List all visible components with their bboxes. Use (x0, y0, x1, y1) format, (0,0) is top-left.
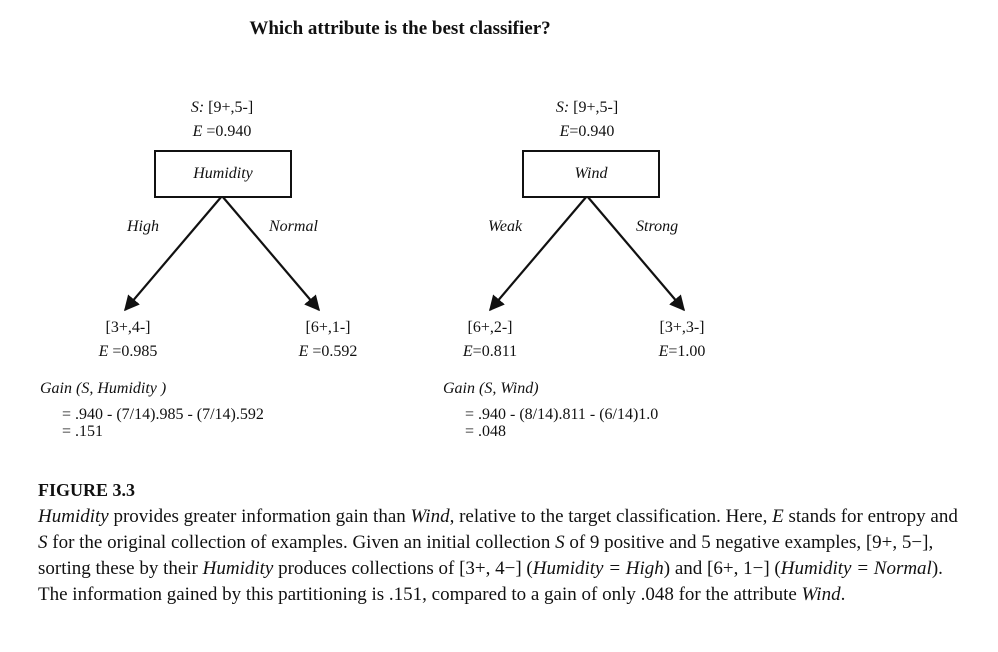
root-set-label: S: (190, 99, 205, 116)
edge-label-normal: Normal (269, 218, 318, 235)
wind-gain-calc: = .940 - (8/14).811 - (6/14)1.0 (465, 406, 659, 423)
leaf-set: [6+,2-] (467, 319, 513, 336)
caption-part: S (555, 532, 565, 553)
figure-label: FIGURE 3.3 (38, 480, 136, 500)
root-set: [9+,5-] (573, 99, 619, 116)
caption-part: Humidity (38, 506, 109, 527)
wind-weak-stats: [6+,2-] E=0.811 (430, 316, 550, 364)
caption-part: stands for entropy and (783, 506, 958, 527)
entropy-label: E (559, 123, 570, 140)
caption-part: , relative to the target classification.… (449, 506, 773, 527)
humidity-gain-result: = .151 (62, 423, 104, 440)
humidity-normal-stats: [6+,1-] E =0.592 (268, 316, 388, 364)
entropy-label: E (192, 123, 203, 140)
edge-label-high: High (127, 218, 159, 235)
caption-part: provides greater information gain than (108, 506, 411, 527)
wind-node: Wind (522, 150, 660, 198)
humidity-high-stats: [3+,4-] E =0.985 (68, 316, 188, 364)
entropy-label: E (658, 343, 669, 360)
caption-part: S (38, 532, 48, 553)
root-set: [9+,5-] (208, 99, 254, 116)
leaf-set: [3+,4-] (105, 319, 151, 336)
wind-strong-arrow (586, 195, 685, 312)
caption-part: for the original collection of examples.… (47, 532, 556, 553)
wind-strong-stats: [3+,3-] E=1.00 (622, 316, 742, 364)
caption-part: ) and [6+, 1−] ( (663, 558, 781, 579)
leaf-set: [3+,3-] (659, 319, 705, 336)
humidity-node: Humidity (154, 150, 292, 198)
wind-weak-arrow (489, 195, 588, 312)
wind-gain-result: = .048 (465, 423, 507, 440)
caption-part: produces collections of [3+, 4−] ( (273, 558, 533, 579)
entropy-label: E (298, 343, 309, 360)
edge-label-strong: Strong (636, 218, 679, 235)
caption-part: Wind (410, 506, 450, 527)
leaf-entropy: 0.592 (321, 343, 358, 360)
caption-part: ). The information gained by this partit… (38, 558, 943, 605)
humidity-gain-label: Gain (S, Humidity ) (40, 380, 167, 397)
leaf-set: [6+,1-] (305, 319, 351, 336)
entropy-label: E (98, 343, 109, 360)
wind-root-stats: S: [9+,5-] E=0.940 (555, 99, 619, 140)
leaf-entropy: 0.985 (121, 343, 158, 360)
wind-gain-label: Gain (S, Wind) (443, 380, 539, 397)
entropy-label: E (462, 343, 473, 360)
leaf-entropy: 1.00 (677, 343, 706, 360)
humidity-normal-arrow (221, 195, 320, 312)
caption-part: . (840, 584, 846, 605)
figure-caption: Humidity provides greater information ga… (38, 504, 968, 608)
leaf-entropy: 0.811 (481, 343, 518, 360)
caption-part: Humidity = Normal (780, 558, 932, 579)
humidity-gain-calc: = .940 - (7/14).985 - (7/14).592 (62, 406, 264, 423)
caption-part: Humidity (202, 558, 274, 579)
edge-label-weak: Weak (488, 218, 523, 235)
diagram-title: Which attribute is the best classifier? (249, 18, 551, 39)
humidity-high-arrow (124, 195, 223, 312)
caption-part: of 9 positive and 5 negative examples, [… (38, 532, 934, 579)
humidity-root-stats: S: [9+,5-] E =0.940 (190, 99, 254, 140)
caption-part: Humidity = High (532, 558, 664, 579)
root-set-label: S: (555, 99, 570, 116)
caption-part: Wind (801, 584, 841, 605)
caption-part: E (772, 506, 784, 527)
root-entropy: 0.940 (578, 123, 615, 140)
root-entropy: 0.940 (215, 123, 252, 140)
